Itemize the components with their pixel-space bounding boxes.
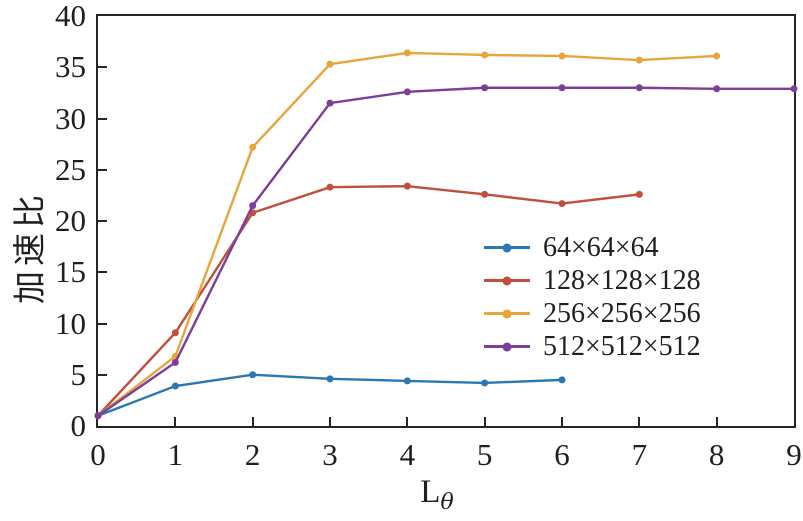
y-tick-label: 30 [55,100,86,136]
data-point-marker [326,99,334,107]
x-tick-mark [561,417,563,426]
y-tick-mark [98,220,107,222]
y-tick-label: 20 [55,203,86,238]
data-point-marker [481,190,489,198]
x-tick-mark [483,417,486,426]
data-point-marker [713,85,721,93]
data-point-marker [481,379,489,387]
x-axis-title: Lθ [420,474,453,515]
data-point-marker [558,52,566,60]
y-tick-mark [98,117,107,120]
data-point-marker [558,376,566,384]
x-tick-mark [174,417,177,426]
y-tick-label: 15 [55,254,86,290]
data-point-marker [635,84,643,92]
x-tick-label: 4 [399,437,416,472]
y-tick-label: 25 [55,151,86,187]
x-tick-mark [406,417,409,426]
data-point-marker [713,52,721,60]
legend-label: 64×64×64 [543,231,659,263]
data-point-marker [171,358,179,366]
legend-marker-dot [502,342,512,351]
legend: 64×64×64 128×128×128 256×256×256 512×512×51… [484,231,701,363]
x-tick-label: 6 [554,437,570,472]
series-line-1 [97,184,640,417]
x-tick-mark [638,417,641,426]
data-point-marker [171,382,179,390]
data-point-marker [403,88,411,96]
x-axis-title-subscript: θ [440,490,454,515]
data-point-marker [403,182,411,190]
data-point-marker [403,49,411,57]
x-tick-label: 3 [322,437,338,472]
data-point-marker [249,143,257,151]
data-point-marker [635,190,643,198]
legend-item-0: 64×64×64 [484,231,701,264]
x-tick-label: 0 [90,437,106,472]
y-tick-label: 35 [55,49,86,85]
legend-item-3: 512×512×512 [484,330,701,363]
x-tick-mark [251,417,254,426]
data-point-marker [171,329,179,337]
y-tick-mark [98,271,107,274]
data-point-marker [249,371,257,379]
x-tick-label: 2 [244,437,261,472]
series-line-3 [97,86,794,417]
legend-item-2: 256×256×256 [484,297,701,330]
data-point-marker [481,51,489,59]
data-point-marker [790,85,798,93]
data-point-marker [558,200,566,208]
legend-line-swatch [484,309,530,318]
y-tick-label: 40 [55,0,86,33]
data-point-marker [94,412,102,420]
data-point-marker [326,375,334,383]
legend-line-swatch [484,342,530,351]
x-tick-label: 5 [476,437,493,472]
data-point-marker [403,377,411,385]
legend-item-1: 128×128×128 [484,264,701,297]
x-tick-mark [715,417,718,426]
legend-marker-dot [502,243,512,252]
x-axis-title-base: L [420,474,441,510]
y-tick-mark [98,168,107,171]
data-point-marker [481,84,489,92]
x-tick-label: 9 [786,437,802,472]
data-point-marker [326,183,334,191]
legend-marker-dot [502,276,512,285]
y-tick-mark [98,373,107,376]
y-tick-label: 10 [55,305,86,341]
x-tick-label: 1 [167,437,184,472]
data-point-marker [635,56,643,64]
plot-canvas [94,49,798,420]
data-point-marker [249,202,257,210]
legend-label: 512×512×512 [543,330,701,362]
x-tick-label: 7 [631,437,648,472]
x-tick-label: 8 [708,437,725,472]
y-tick-mark [98,322,107,325]
legend-label: 256×256×256 [543,297,701,329]
x-tick-mark [329,417,331,426]
legend-label: 128×128×128 [543,264,701,296]
data-point-marker [558,84,566,92]
data-point-marker [326,60,334,68]
plot-area [94,14,798,428]
y-tick-mark [98,66,107,69]
legend-line-swatch [484,276,530,285]
y-tick-label: 5 [70,356,87,392]
legend-marker-dot [502,309,512,318]
legend-line-swatch [484,243,530,252]
y-tick-label: 0 [70,408,87,443]
